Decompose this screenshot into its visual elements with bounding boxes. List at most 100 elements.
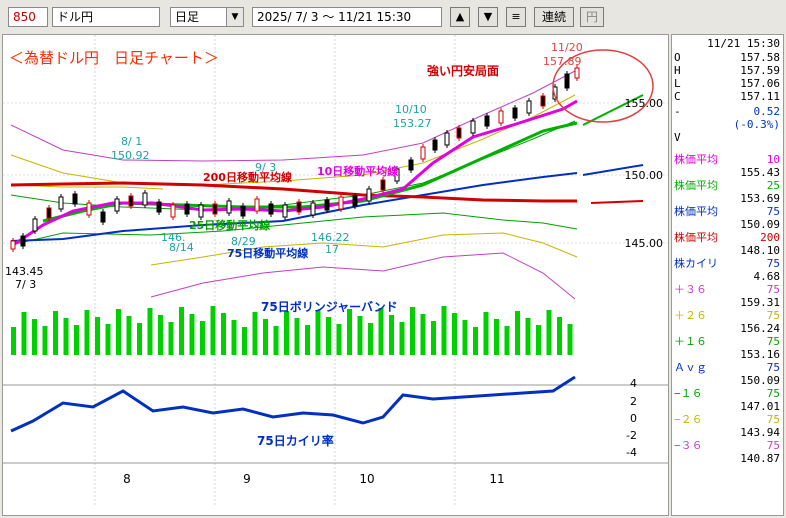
menu-button[interactable]: ≡ [506, 7, 526, 27]
volume-bar [420, 314, 426, 355]
candle [380, 179, 386, 191]
volume-bar [452, 313, 457, 355]
ma75-line [10, 172, 578, 242]
volume-bar [326, 317, 331, 355]
volume-bar [126, 316, 132, 355]
price-label: 8/29 [231, 235, 256, 248]
chart-area: 155.00 150.00 145.00 4 2 0 -2 -4 8 9 10 11 ＜為替ドル円 日足… [2, 34, 669, 516]
volume-bar [84, 310, 90, 355]
indicator-param: 75 [766, 309, 780, 322]
price-label: 146. [161, 231, 186, 244]
indicator-value: 4.68 [753, 270, 781, 283]
volume-bar [525, 318, 531, 355]
volume-bar [252, 312, 258, 355]
period-select[interactable]: 日足 ▼ [170, 7, 244, 27]
yen-button[interactable]: 円 [580, 7, 604, 27]
ohlc-value: 157.06 [740, 77, 780, 90]
volume-bar [473, 327, 478, 355]
volume-bar [179, 307, 184, 355]
candle [128, 195, 134, 207]
indicator-value-row: 153.69 [674, 192, 780, 205]
indicator-row: 株価平均 10 [674, 153, 780, 166]
candle [574, 67, 580, 79]
indicator-param: 75 [766, 335, 780, 348]
ma25-annotation: 25日移動平均線 [189, 218, 270, 232]
bb-plus2-line [10, 94, 576, 186]
volume-bar [557, 317, 562, 355]
x-tick-label: 9 [243, 472, 251, 486]
price-label: 7/ 3 [15, 278, 36, 291]
volume-bar [74, 325, 79, 355]
candle [170, 204, 176, 218]
indicator-param: 75 [766, 413, 780, 426]
price-label: 146.22 [311, 231, 350, 244]
period-value: 日足 [175, 10, 200, 24]
indicator-label: 株価平均 [674, 231, 718, 244]
volume-bar [389, 315, 394, 355]
candle [254, 198, 260, 212]
ma10-line [12, 99, 578, 247]
volume-bar [147, 308, 153, 355]
price-label: 17 [325, 243, 339, 256]
indicator-value-row: 156.24 [674, 322, 780, 335]
change-value: 0.52 [753, 105, 781, 118]
indicator-value: 143.94 [740, 426, 780, 439]
indicator-value: 150.09 [740, 374, 780, 387]
indicator-value-row: 159.31 [674, 296, 780, 309]
volume-bar [242, 327, 247, 355]
candle [470, 120, 476, 134]
price-label: 143.45 [5, 265, 44, 278]
change-pct-value: (-0.3%) [733, 118, 780, 131]
indicator-row: ＋３６ 75 [674, 283, 780, 296]
date-range-field[interactable]: 2025/ 7/ 3 〜 11/21 15:30 [252, 7, 442, 27]
ohlc-key: O [674, 51, 681, 64]
candle [20, 235, 26, 247]
panel-timestamp: 11/21 15:30 [674, 37, 780, 50]
candle [564, 73, 570, 89]
price-label: 11/20 [551, 41, 583, 54]
ohlc-key: C [674, 90, 681, 103]
continuous-button[interactable]: 連続 [534, 7, 574, 27]
price-label: 8/14 [169, 241, 194, 254]
code-field[interactable]: 850 [8, 7, 48, 27]
indicator-value: 159.31 [740, 296, 780, 309]
ma10-annotation: 10日移動平均線 [317, 164, 398, 178]
volume-bar [494, 319, 499, 355]
v-row: V [674, 131, 780, 144]
candle [10, 240, 16, 250]
volume-bar [357, 316, 363, 355]
candle [498, 110, 504, 124]
volume-bar [305, 325, 310, 355]
volume-bar [368, 323, 373, 355]
indicator-label: −１６ [674, 387, 703, 400]
pair-field[interactable]: ドル円 [52, 7, 160, 27]
indicator-row: 株価平均 75 [674, 205, 780, 218]
y-tick-label: 145.00 [625, 237, 664, 250]
indicator-value: 147.01 [740, 400, 780, 413]
ohlc-value: 157.59 [740, 64, 780, 77]
indicator-label: −３６ [674, 439, 703, 452]
down-button[interactable]: ▼ [478, 7, 498, 27]
volume-bar [95, 317, 100, 355]
volume-bar [378, 308, 384, 355]
change-sign: - [674, 105, 681, 118]
indicator-label: ＋３６ [674, 283, 707, 296]
indicator-value-row: 143.94 [674, 426, 780, 439]
candle [114, 198, 120, 212]
bb-plus1-line [10, 120, 576, 211]
indicator-value-row: 148.10 [674, 244, 780, 257]
bollinger-annotation: 75日ボリンジャーバンド [261, 299, 398, 314]
candle [444, 132, 450, 146]
price-label: 10/10 [395, 103, 427, 116]
indicator-param: 25 [766, 179, 780, 192]
kairi-annotation: 75日カイリ率 [257, 433, 334, 448]
volume-bar [189, 314, 195, 355]
candle [338, 196, 344, 210]
up-button[interactable]: ▲ [450, 7, 470, 27]
data-panel: 11/21 15:30 O 157.58 H 157.59 L 157.06 C 157.11 -… [671, 34, 784, 516]
chevron-down-icon[interactable]: ▼ [226, 8, 243, 26]
volume-bar [515, 311, 520, 355]
indicator-value-row: 147.01 [674, 400, 780, 413]
volume-bar [441, 306, 447, 355]
indicator-param: 75 [766, 257, 780, 270]
